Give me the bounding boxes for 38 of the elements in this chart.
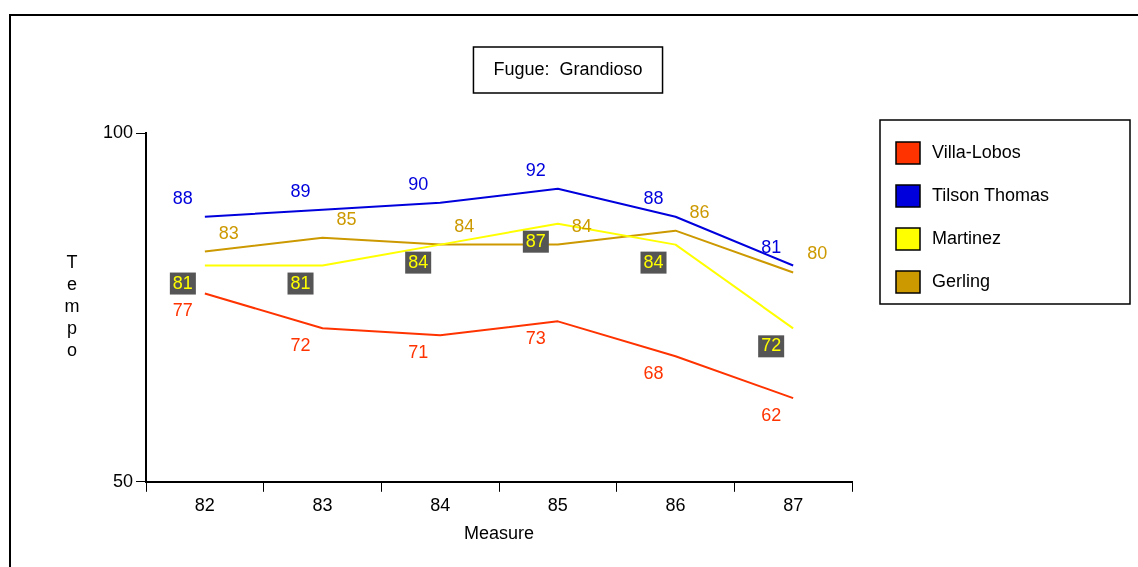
y-tick-label: 50: [113, 470, 134, 491]
data-label: 62: [761, 405, 782, 426]
legend-label: Villa-Lobos: [932, 141, 1021, 162]
data-label: 73: [525, 328, 546, 349]
data-label: 81: [761, 236, 782, 257]
data-label: 83: [218, 222, 239, 243]
legend-label: Gerling: [932, 270, 991, 291]
x-tick-label: 85: [547, 494, 568, 515]
x-tick-label: 83: [312, 494, 333, 515]
data-label: 85: [336, 208, 357, 229]
y-axis-title: Tempo: [64, 252, 80, 361]
chart-title: Fugue: Grandioso: [493, 58, 643, 79]
data-label: 71: [408, 342, 429, 363]
data-label: 72: [290, 335, 311, 356]
x-tick-label: 84: [430, 494, 451, 515]
data-label: 89: [290, 180, 311, 201]
data-label: 88: [172, 187, 193, 208]
y-tick-label: 100: [102, 121, 134, 142]
data-label: 88: [643, 187, 664, 208]
data-label: 80: [807, 243, 828, 264]
x-tick-label: 82: [194, 494, 215, 515]
data-label: 77: [172, 300, 193, 321]
data-label: 84: [408, 251, 429, 272]
data-label: 68: [643, 363, 664, 384]
legend-label: Tilson Thomas: [932, 184, 1050, 205]
x-axis-title: Measure: [464, 523, 535, 544]
data-label: 81: [172, 272, 193, 293]
data-label: 84: [643, 251, 664, 272]
data-label: 81: [290, 272, 311, 293]
data-label: 92: [525, 159, 546, 180]
data-label: 72: [761, 335, 782, 356]
x-tick-label: 86: [665, 494, 686, 515]
data-label: 87: [525, 230, 546, 251]
data-label: 84: [454, 215, 475, 236]
legend-label: Martinez: [932, 227, 1002, 248]
data-label: 86: [689, 201, 710, 222]
data-label: 90: [408, 173, 429, 194]
x-tick-label: 87: [783, 494, 804, 515]
